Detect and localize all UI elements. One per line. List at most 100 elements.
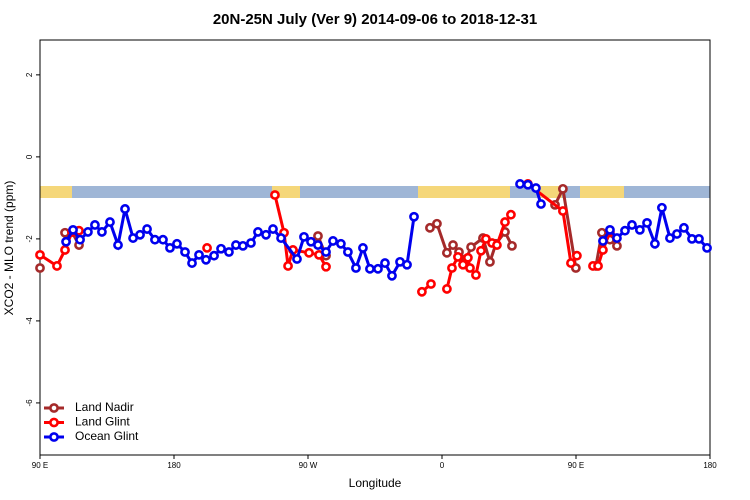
data-point — [476, 245, 486, 256]
data-point — [448, 240, 458, 250]
legend-marker — [49, 432, 59, 442]
data-point — [466, 242, 476, 252]
y-tick-label: 2 — [25, 72, 34, 77]
x-tick-label: 90 E — [568, 461, 584, 470]
data-point — [432, 218, 442, 229]
data-point — [679, 222, 689, 233]
data-point — [292, 254, 302, 264]
data-point — [365, 263, 375, 274]
data-point — [593, 261, 603, 271]
data-point — [321, 261, 331, 272]
data-point — [426, 279, 436, 289]
data-point — [105, 217, 115, 227]
data-point — [202, 243, 212, 253]
data-point — [612, 240, 622, 251]
data-point — [634, 224, 645, 235]
y-tick-label: -4 — [25, 317, 34, 325]
data-point — [52, 261, 62, 271]
data-point — [402, 259, 412, 270]
data-point — [536, 199, 546, 209]
data-point — [598, 236, 608, 246]
data-point — [515, 179, 525, 189]
data-point — [313, 231, 323, 241]
data-point — [453, 252, 463, 262]
data-point — [246, 238, 256, 248]
data-point — [598, 245, 608, 255]
chart-title: 20N-25N July (Ver 9) 2014-09-06 to 2018-… — [213, 11, 537, 28]
data-point — [523, 179, 533, 190]
data-point — [313, 240, 323, 250]
data-point — [113, 240, 123, 250]
data-point — [283, 261, 293, 271]
data-point — [68, 224, 78, 235]
data-point — [442, 247, 452, 258]
data-point — [60, 245, 70, 255]
data-point — [120, 204, 130, 214]
data-point — [321, 247, 331, 257]
x-tick-label: 180 — [167, 461, 181, 470]
data-point — [597, 227, 607, 238]
data-point — [158, 234, 168, 245]
data-point — [557, 206, 568, 216]
data-point — [35, 263, 45, 273]
data-point — [657, 202, 667, 213]
data-point — [387, 270, 397, 281]
data-point — [571, 250, 582, 261]
data-point — [209, 250, 219, 261]
data-point — [665, 233, 675, 243]
data-point — [336, 238, 346, 249]
data-point — [238, 240, 248, 251]
data-point — [142, 224, 152, 234]
data-point — [135, 229, 145, 240]
data-point — [97, 227, 107, 237]
legend-label: Land Nadir — [75, 400, 134, 414]
data-point — [485, 256, 495, 267]
data-point — [373, 263, 383, 274]
x-tick-label: 90 W — [299, 461, 318, 470]
data-point — [605, 224, 615, 235]
legend-label: Ocean Glint — [75, 429, 139, 443]
x-tick-label: 90 E — [32, 461, 48, 470]
map-strip — [40, 186, 710, 198]
data-point — [463, 252, 473, 263]
data-point — [557, 183, 568, 194]
y-tick-label: 0 — [25, 154, 34, 159]
data-point — [304, 247, 314, 258]
data-point — [165, 243, 175, 253]
data-point — [612, 233, 622, 243]
data-point — [642, 217, 652, 228]
data-point — [442, 284, 452, 294]
data-point — [351, 263, 361, 273]
data-point — [531, 183, 541, 193]
data-point — [150, 234, 160, 245]
data-point — [194, 249, 204, 260]
data-point — [358, 243, 368, 253]
data-point — [650, 238, 660, 249]
data-point — [465, 263, 475, 273]
plot-frame — [39, 39, 711, 456]
data-point — [201, 254, 211, 265]
data-point — [35, 249, 45, 260]
data-point — [620, 225, 630, 236]
data-point — [409, 211, 419, 222]
data-point — [507, 240, 517, 251]
data-point — [694, 233, 704, 244]
data-point — [299, 231, 309, 242]
data-point — [261, 229, 271, 240]
data-point — [380, 258, 390, 268]
data-point — [253, 227, 263, 237]
data-point — [180, 247, 190, 257]
x-axis-label: Longitude — [349, 476, 402, 490]
y-tick-label: -6 — [25, 399, 34, 407]
data-point — [506, 209, 516, 220]
data-point — [492, 240, 502, 250]
data-point — [566, 258, 576, 268]
data-point — [90, 220, 100, 230]
data-point — [447, 263, 457, 273]
data-point — [75, 234, 85, 245]
data-point — [416, 286, 427, 297]
data-point — [500, 217, 510, 227]
legend-marker — [49, 417, 59, 428]
data-point — [471, 270, 481, 280]
